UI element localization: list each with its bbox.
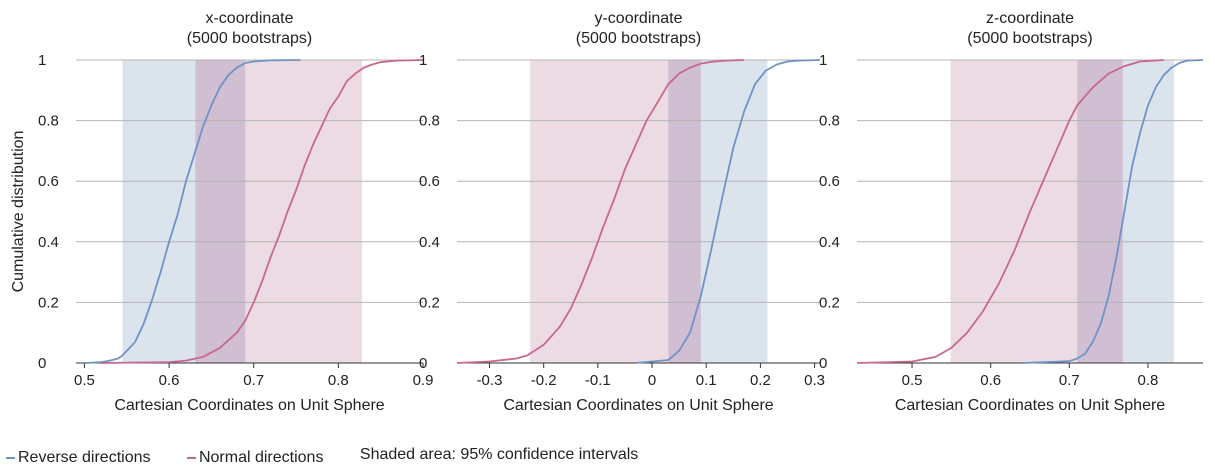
y-tick-label: 0 <box>38 355 46 372</box>
x-tick-label: 0.2 <box>750 372 771 389</box>
y-tick-label: 0.6 <box>38 173 59 190</box>
ci-band-overlap <box>668 60 701 363</box>
x-tick-label: 0 <box>648 372 656 389</box>
y-tick-label: 0.4 <box>419 234 440 251</box>
ci-band-overlap <box>1077 60 1123 363</box>
y-tick-label: 0 <box>819 355 827 372</box>
series-line-normal <box>456 59 745 364</box>
legend-note: Shaded area: 95% confidence intervals <box>359 446 639 463</box>
y-tick-label: 0.8 <box>419 113 440 130</box>
chart-title: (5000 bootstraps) <box>967 30 1092 47</box>
y-tick-label: 0 <box>419 355 427 372</box>
x-tick-label: 0.3 <box>804 372 825 389</box>
y-tick-label: 1 <box>38 52 46 69</box>
x-tick-label: 0.7 <box>243 372 264 389</box>
legend: Reverse directions Normal directions Sha… <box>6 446 670 467</box>
x-tick-label: -0.2 <box>531 372 557 389</box>
legend-label-reverse: Reverse directions <box>18 449 151 466</box>
x-axis-label: Cartesian Coordinates on Unit Sphere <box>114 397 384 414</box>
x-tick-label: 0.7 <box>1059 372 1080 389</box>
x-axis-label: Cartesian Coordinates on Unit Sphere <box>503 397 773 414</box>
legend-swatch-reverse <box>6 457 15 459</box>
x-tick-label: 0.6 <box>159 372 180 389</box>
series-line-reverse <box>1022 59 1204 364</box>
series-line-normal <box>856 59 1164 364</box>
series-line-normal <box>101 59 424 364</box>
y-tick-label: 1 <box>819 52 827 69</box>
y-tick-label: 0.2 <box>419 294 440 311</box>
y-tick-label: 0.2 <box>38 294 59 311</box>
x-axis-label: Cartesian Coordinates on Unit Sphere <box>895 397 1165 414</box>
x-tick-label: 0.5 <box>902 372 923 389</box>
x-tick-label: 0.5 <box>74 372 95 389</box>
y-axis-label: Cumulative distribution <box>10 131 27 293</box>
y-tick-label: 0.4 <box>819 234 840 251</box>
chart-title: x-coordinate <box>205 10 293 27</box>
x-tick-label: 0.9 <box>413 372 434 389</box>
ci-band-overlap <box>195 60 246 363</box>
y-tick-label: 0.8 <box>819 113 840 130</box>
y-tick-label: 0.6 <box>819 173 840 190</box>
y-tick-label: 0.8 <box>38 113 59 130</box>
series-line-reverse <box>635 59 821 364</box>
legend-swatch-normal <box>186 457 196 459</box>
x-tick-label: 0.1 <box>696 372 717 389</box>
y-tick-label: 0.2 <box>819 294 840 311</box>
x-tick-label: 0.8 <box>1138 372 1159 389</box>
chart-title: (5000 bootstraps) <box>187 30 312 47</box>
series-line-reverse <box>84 59 301 364</box>
legend-item-normal: Normal directions <box>186 449 324 467</box>
x-tick-label: -0.3 <box>477 372 503 389</box>
x-tick-label: 0.6 <box>980 372 1001 389</box>
chart-title: z-coordinate <box>986 10 1074 27</box>
x-tick-label: 0.8 <box>328 372 349 389</box>
y-tick-label: 1 <box>419 52 427 69</box>
x-tick-label: -0.1 <box>585 372 611 389</box>
y-tick-label: 0.6 <box>419 173 440 190</box>
y-tick-label: 0.4 <box>38 234 59 251</box>
legend-item-reverse: Reverse directions <box>6 449 151 467</box>
legend-label-normal: Normal directions <box>198 449 324 466</box>
chart-title: y-coordinate <box>594 10 682 27</box>
chart-title: (5000 bootstraps) <box>576 30 701 47</box>
